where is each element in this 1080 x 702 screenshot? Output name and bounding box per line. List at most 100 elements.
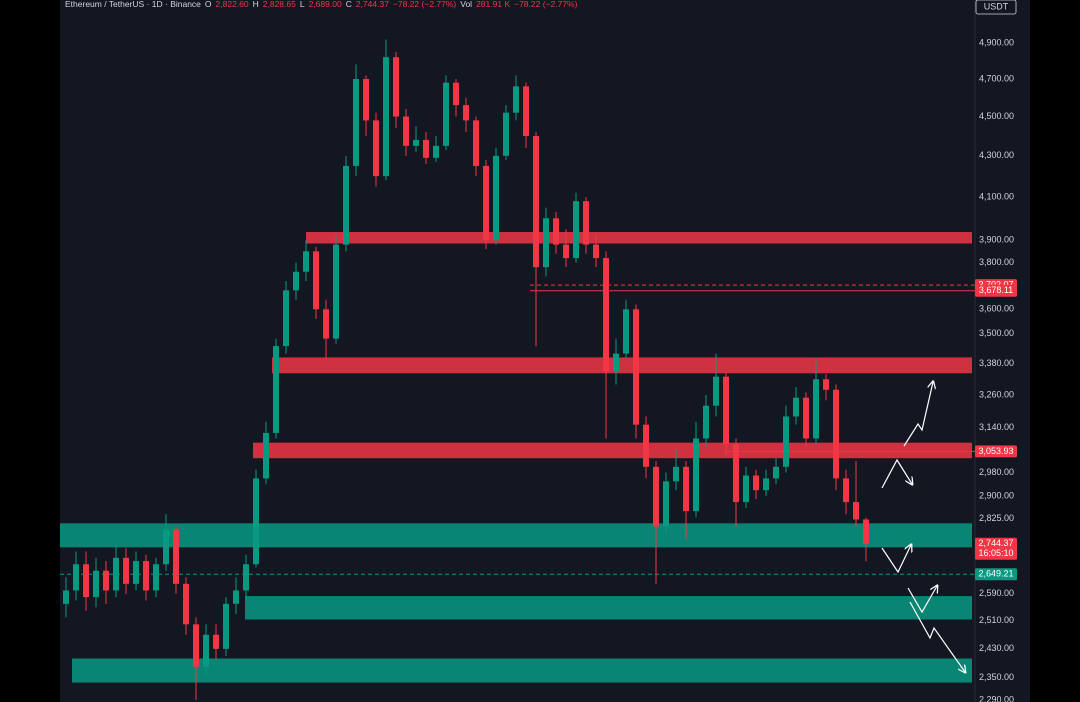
y-tick-label: 2,290.00 <box>979 694 1014 702</box>
y-tick-label: 4,300.00 <box>979 150 1014 160</box>
y-tick-label: 4,700.00 <box>979 73 1014 83</box>
price-label-box <box>975 284 1017 297</box>
zones <box>60 232 972 683</box>
candle-body <box>253 478 259 565</box>
candle-body <box>523 86 529 136</box>
arrow <box>909 601 965 672</box>
candle-body <box>753 475 759 491</box>
y-tick-label: 2,590.00 <box>979 588 1014 598</box>
candle-body <box>443 82 449 146</box>
candle-body <box>263 432 269 479</box>
zone <box>272 357 972 374</box>
candle-body <box>803 397 809 439</box>
zone <box>72 658 972 683</box>
y-tick-label: 4,900.00 <box>979 37 1014 47</box>
candle-body <box>783 416 789 467</box>
candle-body <box>233 590 239 604</box>
candle-body <box>663 481 669 527</box>
candle-body <box>363 78 369 121</box>
candle-body <box>313 251 319 310</box>
candle-body <box>483 165 489 241</box>
y-tick-label: 2,510.00 <box>979 615 1014 625</box>
candle-body <box>683 466 689 512</box>
candle-body <box>463 105 469 121</box>
ohlc-value: 2,744.37 <box>355 0 389 9</box>
candle-body <box>73 564 79 591</box>
y-tick-label: 3,800.00 <box>979 257 1014 267</box>
price-label: 3,053.93 <box>978 446 1013 456</box>
candle-body <box>183 583 189 625</box>
candle-body <box>423 139 429 158</box>
candle-body <box>583 201 589 245</box>
candle-body <box>413 139 419 146</box>
candle-body <box>453 82 459 106</box>
candle-body <box>773 466 779 479</box>
candle-body <box>113 557 119 591</box>
y-tick-label: 4,100.00 <box>979 191 1014 201</box>
candle-body <box>493 155 499 241</box>
candles <box>63 39 869 701</box>
ohlc-label: O <box>204 0 212 9</box>
candle-body <box>533 135 539 268</box>
arrow <box>881 458 912 489</box>
candle-body <box>863 519 869 544</box>
candle-body <box>133 561 139 584</box>
zone <box>60 523 972 548</box>
price-label-box <box>975 537 1017 560</box>
candle-body <box>793 397 799 417</box>
price-label: 3,678.11 <box>979 285 1013 295</box>
candle-body <box>503 112 509 156</box>
candle-body <box>273 346 279 433</box>
currency-box <box>975 0 1017 15</box>
ohlc-value: 2,689.00 <box>308 0 342 9</box>
candle-body <box>193 624 199 667</box>
ohlc-label: C <box>345 0 352 9</box>
candle-body <box>733 444 739 503</box>
candle-body <box>563 244 569 259</box>
candle-body <box>283 290 289 347</box>
y-tick-label: 2,350.00 <box>979 672 1014 682</box>
candle-body <box>833 389 839 479</box>
y-tick-label: 2,430.00 <box>979 643 1014 653</box>
candle-body <box>703 405 709 439</box>
candle-body <box>213 634 219 649</box>
candle-body <box>853 502 859 520</box>
price-label: 2,744.37 <box>978 538 1013 548</box>
candle-body <box>143 561 149 591</box>
ohlc-value: 2,828.65 <box>262 0 296 9</box>
candle-body <box>153 564 159 591</box>
candle-body <box>813 379 819 439</box>
candle-body <box>323 309 329 339</box>
price-label-box <box>975 568 1017 581</box>
volume-change: −78.22 (−2.77%) <box>514 0 578 9</box>
price-axis: 4,900.00 4,700.00 4,500.00 4,300.00 4,100.00… <box>975 37 1017 702</box>
candle-body <box>203 634 209 667</box>
candle-body <box>673 466 679 482</box>
candle-body <box>713 376 719 406</box>
candle-body <box>433 145 439 158</box>
candle-body <box>603 258 609 372</box>
candle-body <box>333 244 339 339</box>
change: −78.22 (−2.77%) <box>392 0 457 9</box>
candle-body <box>343 165 349 245</box>
candle-body <box>623 309 629 354</box>
candle-body <box>223 603 229 649</box>
y-tick-label: 3,500.00 <box>979 328 1014 338</box>
candle-body <box>403 116 409 146</box>
candle-body <box>593 244 599 259</box>
volume-label: Vol <box>460 0 473 9</box>
price-label-box <box>975 445 1017 458</box>
candle-body <box>743 475 749 503</box>
y-tick-label: 3,140.00 <box>979 422 1014 432</box>
candle-body <box>353 78 359 166</box>
candle-body <box>653 466 659 527</box>
plot-background <box>60 0 1030 702</box>
candle-body <box>473 120 479 166</box>
candle-body <box>163 529 169 565</box>
zone <box>253 442 972 459</box>
y-tick-label: 3,600.00 <box>979 304 1014 314</box>
candle-body <box>633 309 639 425</box>
header: Ethereum / TetherUS · 1D · Binance O 2,822… <box>65 0 577 9</box>
